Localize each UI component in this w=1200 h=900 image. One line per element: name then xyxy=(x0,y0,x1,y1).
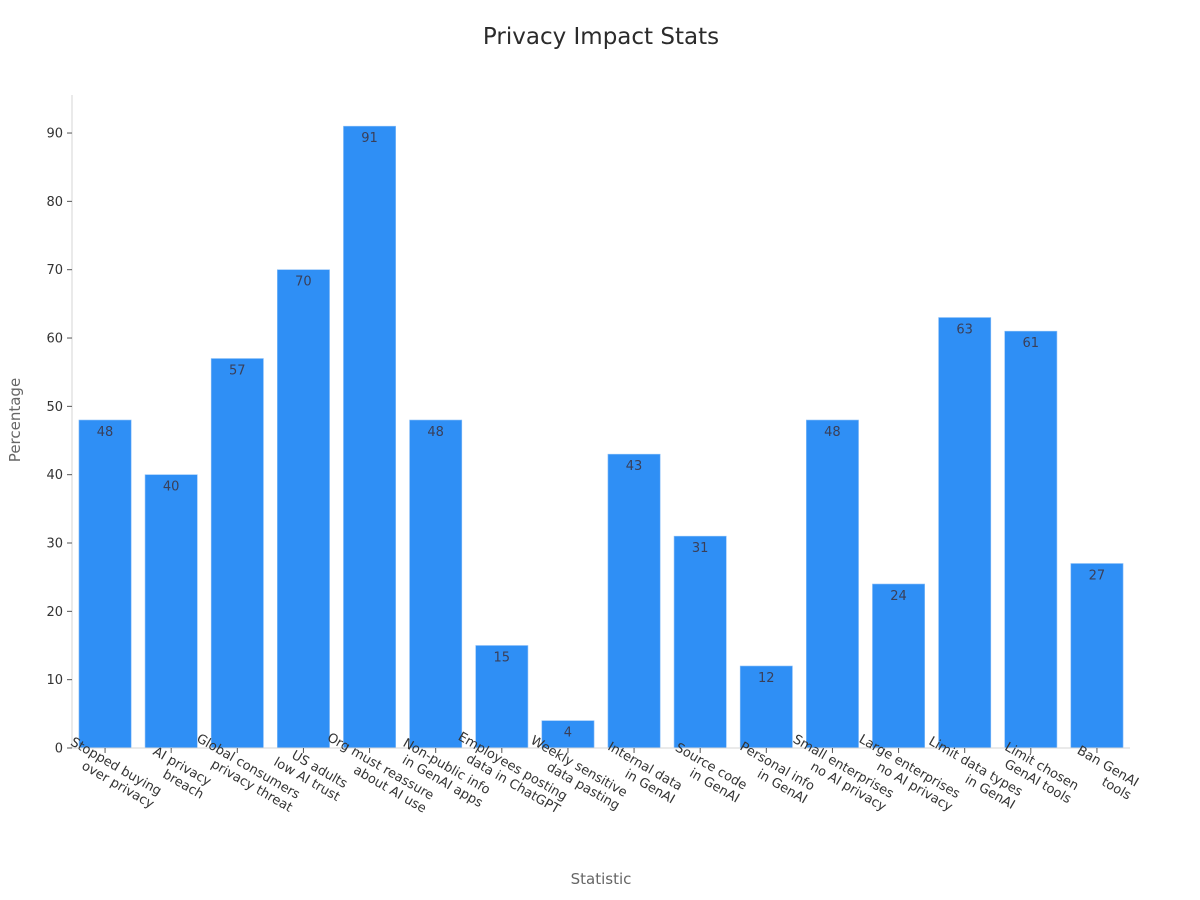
y-tick-label: 10 xyxy=(46,673,63,688)
bar xyxy=(806,419,859,749)
y-tick-label: 70 xyxy=(46,263,63,278)
bar-value-label: 4 xyxy=(564,726,572,741)
bar xyxy=(78,419,132,749)
bar-value-label: 43 xyxy=(626,459,643,474)
bar-value-label: 91 xyxy=(361,131,378,146)
bar-value-label: 70 xyxy=(295,275,312,290)
y-tick-label: 80 xyxy=(46,195,63,210)
y-tick-label: 90 xyxy=(46,127,63,142)
bar-value-label: 63 xyxy=(956,323,973,338)
bar xyxy=(607,453,661,749)
bar-value-label: 24 xyxy=(890,589,907,604)
bar-value-label: 48 xyxy=(824,425,841,440)
bar-value-label: 48 xyxy=(97,425,114,440)
x-axis-label: Statistic xyxy=(570,870,632,888)
y-tick-label: 60 xyxy=(46,332,63,347)
bar xyxy=(144,474,198,749)
bar xyxy=(1004,330,1058,749)
bar-value-label: 31 xyxy=(692,541,709,556)
bar-value-label: 27 xyxy=(1089,569,1106,584)
bar-value-label: 40 xyxy=(163,480,180,495)
bar xyxy=(409,419,463,749)
bar xyxy=(475,645,529,749)
bar-series: 48 40 57 70 91 48 15 4 43 31 12 48 24 63 61 27 xyxy=(78,125,1124,749)
bar xyxy=(673,535,727,749)
bar xyxy=(872,583,925,749)
bar xyxy=(277,269,330,749)
bar-value-label: 48 xyxy=(427,425,444,440)
bar xyxy=(938,317,992,749)
y-axis: 0 10 20 30 40 50 60 70 80 90 xyxy=(46,95,73,757)
y-tick-label: 40 xyxy=(46,468,63,483)
bar-value-label: 61 xyxy=(1023,336,1040,351)
bar-value-label: 57 xyxy=(229,364,246,379)
bar xyxy=(541,720,595,749)
y-tick-label: 50 xyxy=(46,400,63,415)
bar xyxy=(1070,563,1124,749)
bar-value-label: 12 xyxy=(758,671,775,686)
bar xyxy=(210,358,264,749)
bar-value-label: 15 xyxy=(494,651,511,666)
chart-title: Privacy Impact Stats xyxy=(482,24,720,50)
y-tick-label: 30 xyxy=(46,537,63,552)
y-tick-label: 20 xyxy=(46,605,63,620)
bar xyxy=(343,125,396,749)
y-tick-label: 0 xyxy=(55,742,63,757)
